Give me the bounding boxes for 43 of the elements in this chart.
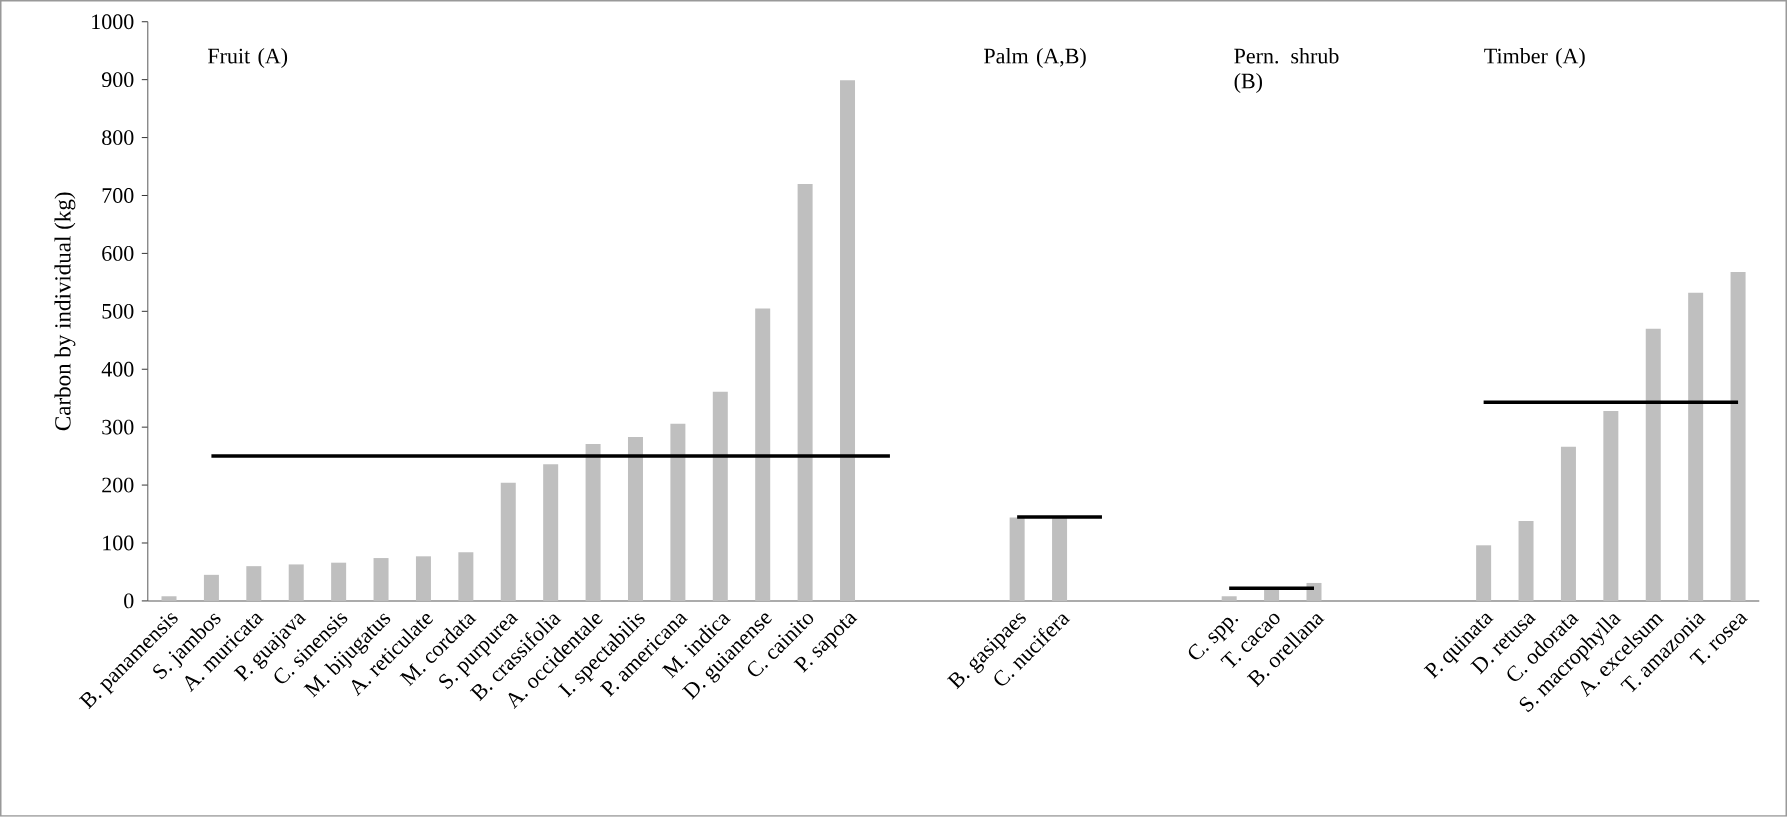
bar — [1688, 292, 1704, 602]
bar — [543, 464, 559, 602]
bar — [712, 391, 728, 602]
bar — [1603, 411, 1619, 602]
bar — [373, 558, 389, 602]
bar — [246, 566, 262, 602]
bar — [458, 552, 474, 602]
bar — [1518, 521, 1534, 602]
y-tick-label: 1000 — [92, 14, 134, 30]
y-tick-label: 900 — [101, 72, 134, 88]
y-tick-label: 600 — [102, 246, 134, 261]
annotation: Pern. shrub (B) — [1234, 48, 1339, 94]
bar — [1560, 446, 1576, 602]
y-tick-label: 0 — [124, 593, 134, 609]
bar — [670, 423, 686, 602]
y-tick-label: 300 — [102, 419, 134, 435]
bar — [1645, 328, 1661, 602]
bar — [1221, 596, 1237, 602]
bar — [331, 562, 347, 602]
bar — [840, 80, 856, 602]
y-tick-label: 400 — [101, 361, 134, 377]
y-tick-label: 800 — [102, 130, 134, 146]
bar — [797, 184, 813, 602]
annotation: Palm (A,B) — [984, 48, 1086, 69]
bar — [1730, 272, 1746, 602]
bar — [161, 596, 177, 602]
y-axis-title: Carbon by individual (kg) — [54, 192, 76, 431]
y-tick-label: 500 — [102, 304, 134, 319]
annotation: Timber (A) — [1484, 48, 1585, 69]
bar — [755, 308, 771, 602]
bar — [1052, 516, 1068, 602]
bar — [1476, 545, 1492, 602]
bar — [585, 444, 601, 602]
bar — [203, 574, 219, 602]
bar — [1009, 517, 1025, 602]
y-tick-label: 200 — [102, 477, 134, 493]
bar — [288, 564, 304, 602]
bar — [500, 482, 516, 602]
annotation: Fruit (A) — [208, 48, 288, 69]
y-tick-label: 100 — [103, 535, 134, 551]
y-tick-label: 700 — [102, 188, 134, 204]
bar — [627, 437, 643, 602]
bar — [415, 556, 431, 602]
